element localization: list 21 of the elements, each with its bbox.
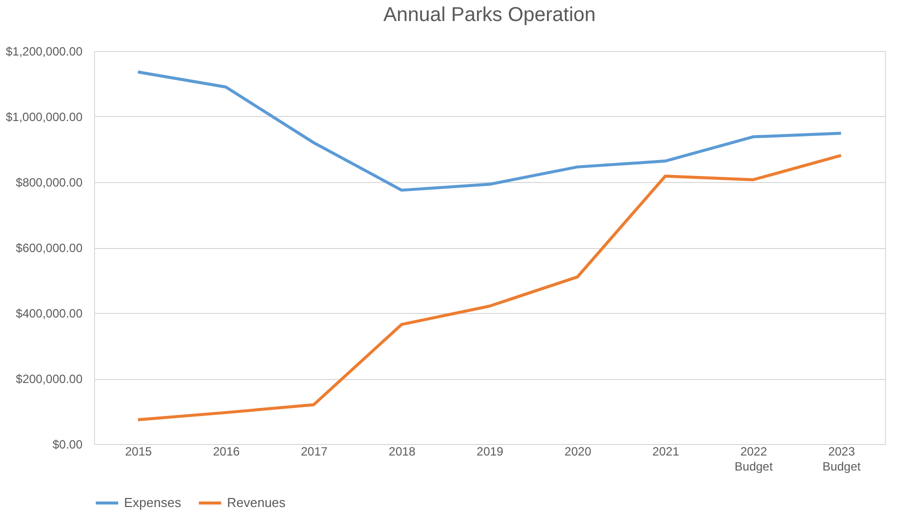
y-tick-label: $600,000.00: [16, 241, 83, 255]
chart-title: Annual Parks Operation: [383, 4, 596, 26]
y-tick-label: $400,000.00: [16, 306, 83, 320]
x-tick-label: 2019: [476, 444, 504, 458]
legend-label: Revenues: [227, 495, 286, 510]
x-tick-label: 2020: [564, 444, 592, 458]
line-series: [136, 154, 843, 422]
line-series: [136, 70, 843, 192]
y-tick-label: $1,000,000.00: [6, 110, 83, 124]
y-tick-label: $1,200,000.00: [6, 44, 83, 58]
y-tick-label: $200,000.00: [16, 372, 83, 386]
x-tick-label: 2016: [212, 444, 240, 458]
x-tick-label: 2021: [652, 444, 680, 458]
x-tick-label: 2022 Budget: [734, 444, 774, 474]
x-tick-label: 2018: [388, 444, 416, 458]
legend-label: Expenses: [124, 495, 182, 510]
y-tick-label: $0.00: [52, 438, 83, 452]
x-tick-label: 2015: [125, 444, 152, 458]
x-tick-label: 2017: [300, 444, 328, 458]
x-tick-label: 2023 Budget: [822, 444, 862, 474]
y-tick-label: $800,000.00: [16, 176, 83, 190]
